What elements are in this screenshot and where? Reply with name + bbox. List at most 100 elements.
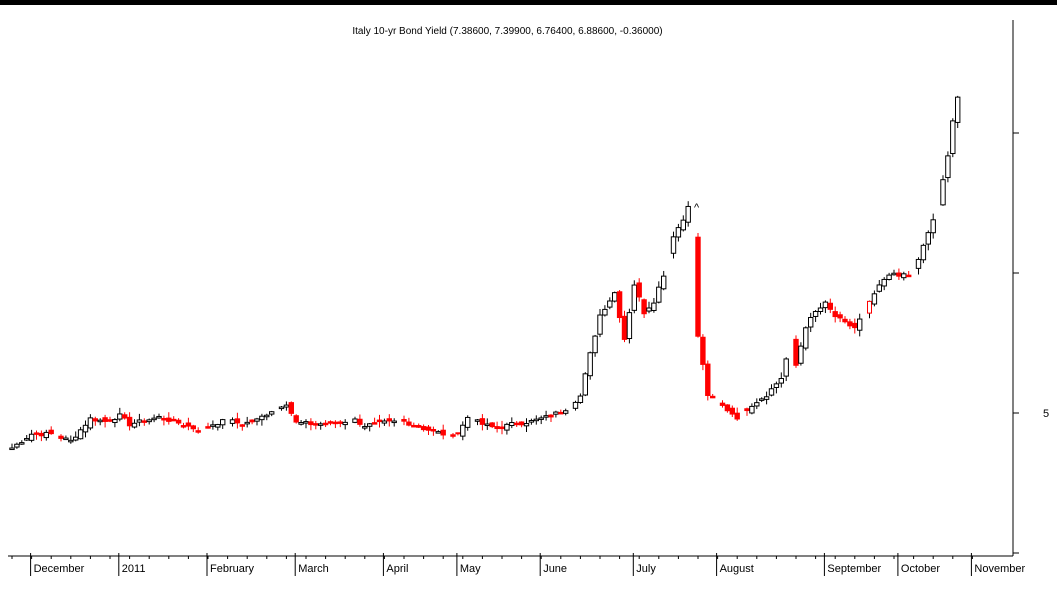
candle: [528, 418, 535, 425]
candle-body: [705, 363, 711, 396]
candle-body: [269, 411, 275, 415]
candle: [430, 426, 437, 436]
candle: [401, 415, 407, 426]
month-label: October: [901, 563, 940, 575]
candle-body: [803, 327, 809, 349]
candle-body: [43, 431, 49, 439]
candle-body: [425, 426, 432, 431]
candle: [612, 291, 618, 303]
candle: [857, 313, 863, 337]
candles-layer: [9, 95, 961, 451]
candle: [685, 201, 691, 227]
candle: [563, 408, 569, 416]
candle: [783, 357, 789, 382]
candle: [43, 429, 49, 441]
candle: [327, 420, 334, 426]
candle-body: [9, 447, 15, 451]
candle: [803, 326, 809, 351]
candle-body: [190, 425, 197, 430]
candle: [332, 420, 339, 429]
candle: [185, 417, 192, 431]
candle: [210, 420, 216, 430]
candle: [602, 305, 608, 317]
candle-body: [768, 388, 775, 396]
candle: [244, 416, 250, 428]
candle-body: [19, 442, 25, 445]
candle-body: [661, 275, 667, 290]
candle-body: [82, 424, 89, 433]
candle: [205, 422, 211, 429]
candle: [607, 297, 613, 310]
candle: [352, 416, 358, 424]
x-axis: December 2011 February March April May June Jul…: [11, 553, 1025, 576]
candle-body: [48, 429, 54, 435]
candle-body: [362, 426, 368, 429]
candle-body: [288, 402, 295, 414]
candle: [705, 360, 711, 401]
candle-body: [641, 299, 647, 315]
candle-body: [940, 179, 946, 206]
candle: [190, 424, 197, 433]
candle-body: [680, 219, 686, 231]
candle-body: [401, 419, 407, 422]
candle-body: [543, 415, 549, 418]
candle-body: [68, 439, 74, 443]
candle-body: [783, 358, 789, 377]
candle-body: [278, 406, 285, 410]
candle-body: [430, 428, 437, 432]
candle-body: [254, 418, 260, 422]
candle-body: [896, 272, 902, 277]
candle: [867, 300, 872, 319]
candle: [881, 277, 887, 291]
candle: [357, 414, 363, 427]
candle: [313, 420, 319, 430]
candle: [773, 381, 780, 394]
candle-body: [259, 415, 265, 421]
candle: [719, 400, 726, 408]
candle-body: [234, 418, 241, 424]
candle-body: [857, 318, 863, 331]
candle: [33, 430, 40, 440]
candle: [92, 416, 98, 426]
candle-body: [822, 301, 829, 309]
candle-body: [930, 219, 936, 234]
candle: [298, 419, 304, 426]
candle-body: [293, 415, 299, 423]
candle-body: [38, 432, 45, 437]
candle-body: [881, 278, 887, 287]
candle: [499, 420, 505, 435]
chart-title: Italy 10-yr Bond Yield (7.38600, 7.39900…: [352, 26, 663, 37]
candle: [768, 384, 775, 397]
candle-body: [24, 438, 30, 441]
candle: [955, 95, 961, 129]
candle-body: [817, 307, 824, 312]
candle-body: [220, 419, 226, 426]
candle-body: [381, 420, 388, 424]
candle: [871, 290, 878, 307]
candle: [518, 421, 525, 428]
candle: [533, 415, 539, 425]
candle: [852, 318, 858, 334]
candle-body: [185, 422, 192, 427]
candle-body: [465, 416, 471, 428]
candle: [759, 397, 765, 403]
candle-body: [474, 419, 481, 422]
candle-body: [112, 419, 118, 424]
candle-body: [479, 418, 486, 425]
candle: [504, 422, 510, 435]
candle: [950, 118, 956, 158]
candle-body: [371, 422, 378, 425]
candle-body: [406, 421, 412, 426]
candle-body: [847, 321, 853, 327]
candle-body: [264, 414, 270, 418]
candle-body: [528, 420, 535, 423]
candle: [827, 298, 833, 314]
candle-body: [523, 423, 530, 427]
candle: [592, 334, 598, 357]
candle-body: [87, 417, 94, 429]
candle-body: [308, 421, 314, 426]
month-label: August: [720, 563, 754, 575]
candle: [126, 412, 133, 431]
candle: [837, 311, 843, 323]
candle-body: [175, 419, 182, 424]
